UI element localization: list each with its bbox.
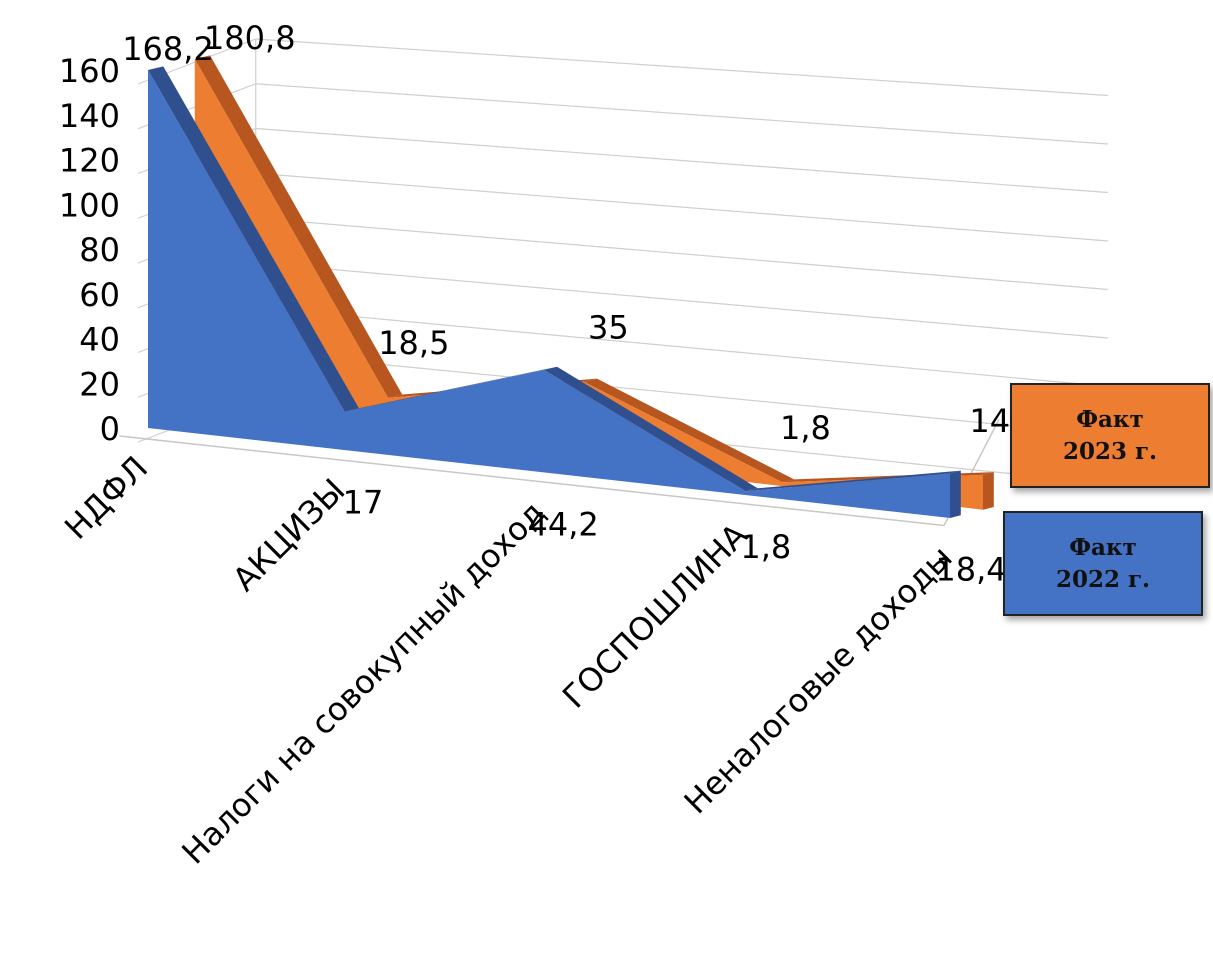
data-label-fact-2023: 1,8 [780,409,831,447]
x-tick-label: Налоги на совокупный доход [174,494,552,872]
x-tick-label: АКЦИЗЫ [225,471,352,598]
data-label-fact-2022: 44,2 [528,506,599,544]
data-label-fact-2023: 18,5 [378,324,449,362]
y-tick-label: 80 [79,231,120,269]
gridline [255,262,1109,339]
x-axis-line [119,435,945,527]
data-label-fact-2022: 18,4 [935,550,1006,588]
series-group [148,55,994,518]
gridline [255,83,1109,145]
y-axis: 0 20 40 60 80 100 120 140 160 [59,52,120,448]
legend-label-fact-2023-line2: 2023 г. [1062,437,1158,465]
data-label-fact-2022: 1,8 [740,528,791,566]
y-tick-label: 160 [59,52,120,90]
area-top-fact-2023 [583,378,795,483]
x-tick-label: Неналоговые доходы [677,538,960,821]
y-tick-label: 140 [59,97,120,135]
area-top-fact-2022 [544,366,758,492]
area-top-fact-2022 [344,366,558,412]
gridline [255,127,1109,194]
area-endcap-fact-2023 [983,472,994,510]
y-tick-label: 0 [100,410,120,448]
y-tick-label: 60 [79,276,120,314]
legend-label-fact-2022-line1: Факт [1069,533,1137,561]
area-top-fact-2022 [745,470,961,492]
legend-label-fact-2023-line1: Факт [1076,405,1144,433]
gridline [255,306,1109,388]
area-top-fact-2023 [194,55,403,398]
area-endcap-fact-2022 [950,470,961,518]
y-tick-label: 100 [59,186,120,224]
y-tick-label: 40 [79,321,120,359]
data-label-fact-2023: 35 [588,308,629,346]
gridline [255,351,1109,436]
data-label-fact-2023: 180,8 [204,19,296,57]
y-tick-label: 120 [59,142,120,180]
area-top-fact-2022 [148,66,359,412]
y-tick-label: 20 [79,365,120,403]
gridline [255,172,1109,242]
x-tick-label: ГОСПОШЛИНА [555,516,755,716]
legend-item-fact-2022: Факт 2022 г. [1003,511,1203,616]
legend-item-fact-2023: Факт 2023 г. [1010,383,1210,488]
x-tick-label: НДФЛ [57,449,155,547]
data-label-fact-2022: 168,2 [122,30,214,68]
data-label-fact-2022: 17 [343,483,384,521]
legend-label-fact-2022-line2: 2022 г. [1055,565,1151,593]
gridline [255,217,1109,291]
gridline [255,38,1109,97]
area-series-fact-2022 [148,70,950,518]
